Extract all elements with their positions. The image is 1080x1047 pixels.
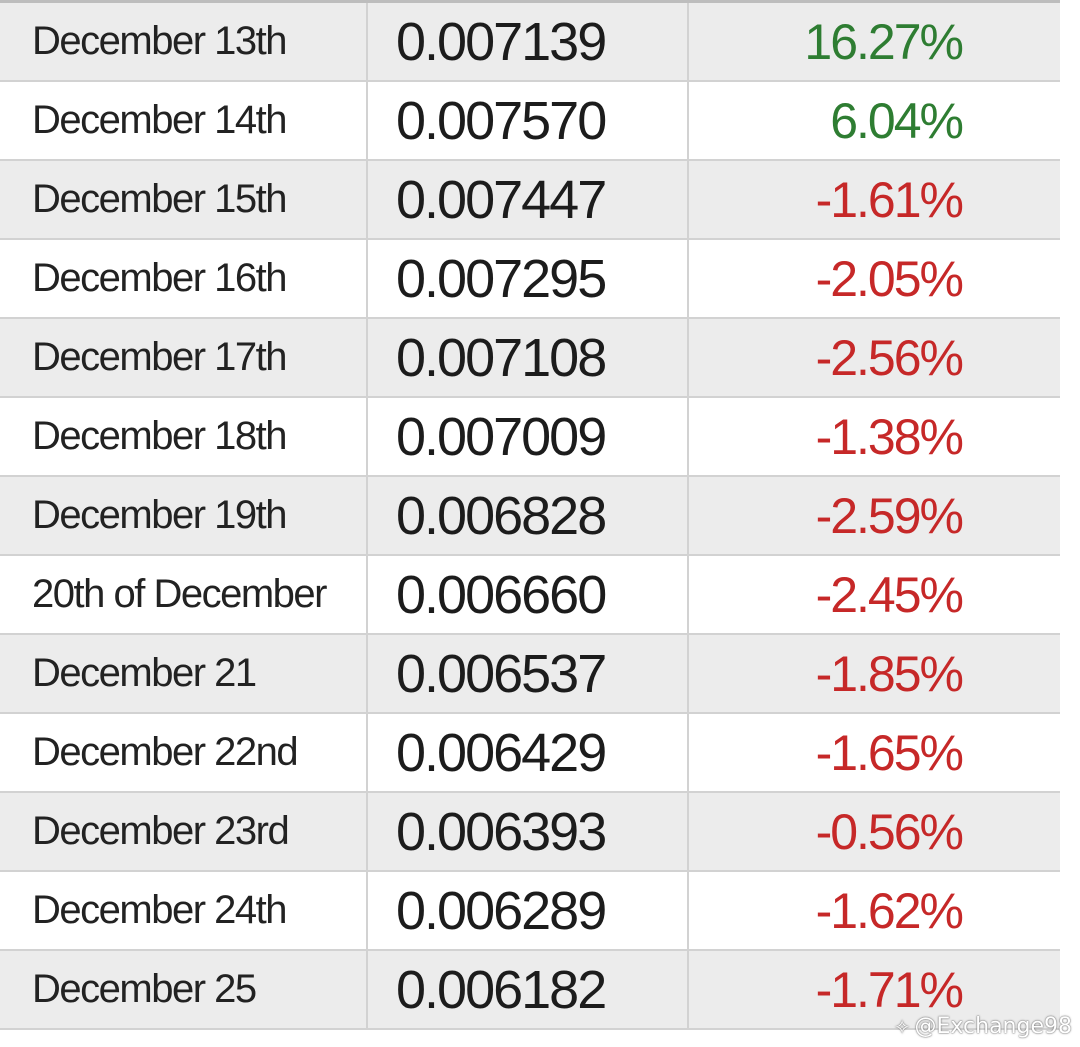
change-cell: -0.56% (815, 803, 964, 860)
change-cell: -1.38% (815, 408, 964, 465)
rate-cell: 0.007009 (368, 398, 689, 475)
change-cell: -2.59% (815, 487, 964, 544)
table-row: December 23rd 0.006393 -0.56% (0, 793, 1060, 872)
table-row: December 25 0.006182 -1.71% (0, 951, 1060, 1030)
table-row: December 16th 0.007295 -2.05% (0, 240, 1060, 319)
watermark-text: @Exchange98 (914, 1014, 1073, 1039)
change-cell: -1.65% (815, 724, 964, 781)
table-row: December 24th 0.006289 -1.62% (0, 872, 1060, 951)
rate-cell: 0.007570 (368, 82, 689, 159)
date-cell: December 17th (0, 319, 368, 396)
change-cell: -1.61% (815, 171, 964, 228)
table-row: December 22nd 0.006429 -1.65% (0, 714, 1060, 793)
change-cell: -2.45% (815, 566, 964, 623)
table-row: December 15th 0.007447 -1.61% (0, 161, 1060, 240)
date-cell: December 14th (0, 82, 368, 159)
table-row: December 18th 0.007009 -1.38% (0, 398, 1060, 477)
change-cell: -1.85% (815, 645, 964, 702)
date-cell: December 16th (0, 240, 368, 317)
table-row: December 17th 0.007108 -2.56% (0, 319, 1060, 398)
table-row: December 13th 0.007139 16.27% (0, 3, 1060, 82)
change-cell: -2.05% (815, 250, 964, 307)
rate-cell: 0.006289 (368, 872, 689, 949)
change-cell: -1.71% (815, 961, 964, 1018)
date-cell: December 13th (0, 3, 368, 80)
table-row: 20th of December 0.006660 -2.45% (0, 556, 1060, 635)
date-cell: December 19th (0, 477, 368, 554)
date-cell: December 23rd (0, 793, 368, 870)
date-cell: December 25 (0, 951, 368, 1028)
date-cell: December 15th (0, 161, 368, 238)
date-cell: December 21 (0, 635, 368, 712)
rate-cell: 0.006660 (368, 556, 689, 633)
date-cell: 20th of December (0, 556, 368, 633)
rate-cell: 0.007139 (368, 3, 689, 80)
change-cell: -1.62% (815, 882, 964, 939)
date-cell: December 22nd (0, 714, 368, 791)
rate-cell: 0.007447 (368, 161, 689, 238)
date-cell: December 24th (0, 872, 368, 949)
table-row: December 19th 0.006828 -2.59% (0, 477, 1060, 556)
rate-cell: 0.006182 (368, 951, 689, 1028)
rate-cell: 0.007108 (368, 319, 689, 396)
rate-cell: 0.006828 (368, 477, 689, 554)
change-cell: 6.04% (830, 92, 964, 149)
table-row: December 14th 0.007570 6.04% (0, 82, 1060, 161)
change-cell: -2.56% (815, 329, 964, 386)
rate-cell: 0.006429 (368, 714, 689, 791)
date-cell: December 18th (0, 398, 368, 475)
rate-cell: 0.007295 (368, 240, 689, 317)
table-row: December 21 0.006537 -1.85% (0, 635, 1060, 714)
watermark-logo-icon: ✧ (893, 1014, 911, 1039)
rate-cell: 0.006393 (368, 793, 689, 870)
watermark: ✧ @Exchange98 (894, 1014, 1072, 1039)
rates-table: December 13th 0.007139 16.27% December 14th… (0, 0, 1060, 1030)
rate-cell: 0.006537 (368, 635, 689, 712)
change-cell: 16.27% (804, 13, 964, 70)
